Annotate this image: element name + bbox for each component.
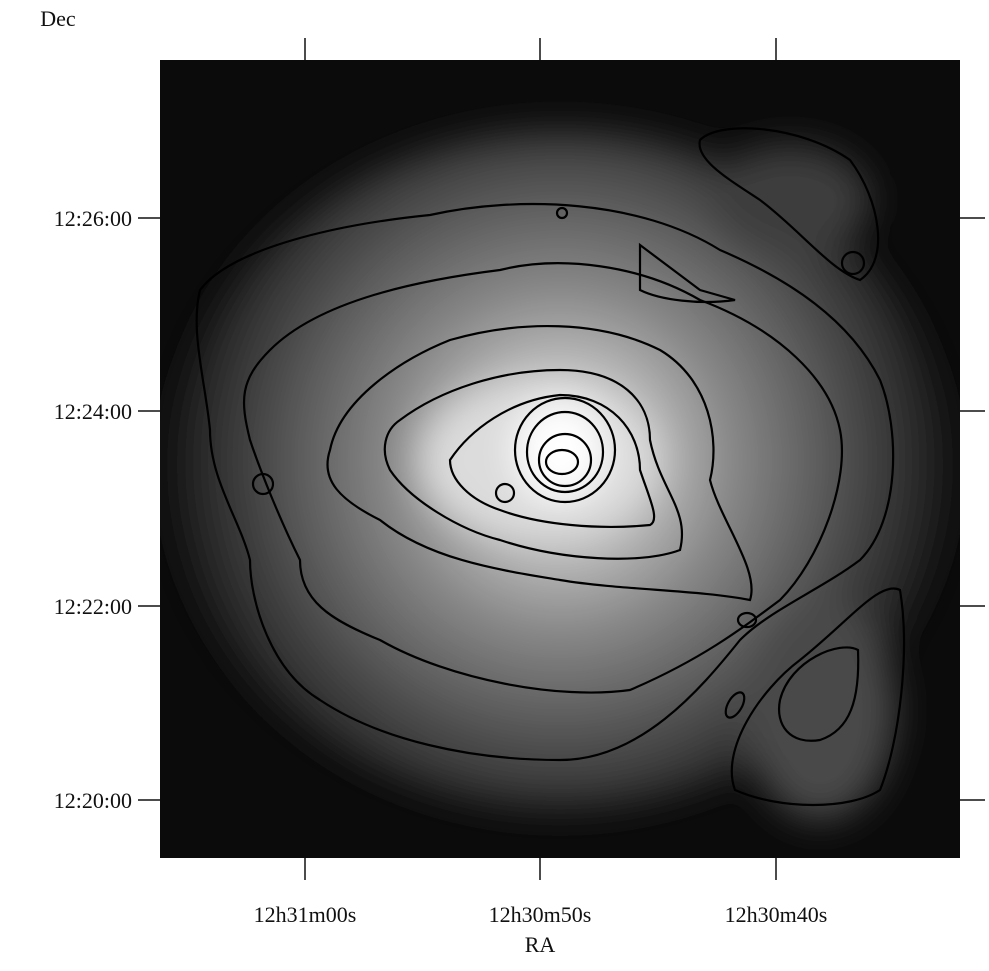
y-tick-label: 12:20:00 xyxy=(54,788,132,813)
image xyxy=(160,60,960,858)
x-tick-label: 12h30m40s xyxy=(725,902,828,927)
x-axis-label: RA xyxy=(525,932,556,957)
y-tick-label: 12:26:00 xyxy=(54,206,132,231)
y-axis-label: Dec xyxy=(40,6,76,31)
x-tick-label: 12h30m50s xyxy=(489,902,592,927)
ticks xyxy=(138,38,985,880)
y-tick-label: 12:22:00 xyxy=(54,594,132,619)
x-tick-label: 12h31m00s xyxy=(254,902,357,927)
y-tick-label: 12:24:00 xyxy=(54,399,132,424)
